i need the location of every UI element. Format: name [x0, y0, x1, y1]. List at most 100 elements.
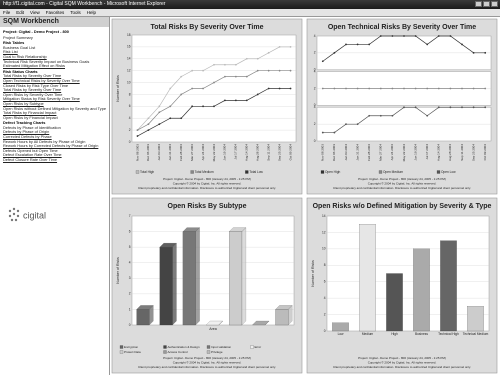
y-tick-label: 0: [314, 139, 316, 143]
point: [368, 43, 371, 46]
nav-link[interactable]: Open Risks by Financial Impact: [3, 115, 58, 120]
nav-link[interactable]: Estimated Mitigation Effect on Risks: [3, 64, 65, 69]
x-tick-label: Sep 11 2004: [266, 144, 270, 161]
x-tick-label: Low: [338, 332, 345, 336]
nav-link[interactable]: Rework Hours by All Defects by Phase of …: [3, 139, 86, 144]
point: [191, 69, 194, 72]
nav-link[interactable]: Defect Escalation Rate Over Time: [3, 153, 62, 158]
nav-link[interactable]: Open Risks by Subtype: [3, 101, 44, 106]
point: [234, 75, 237, 78]
point: [202, 69, 204, 72]
point: [169, 105, 172, 108]
x-tick-label: Oct 09 2004: [288, 144, 292, 161]
nav-link[interactable]: Goal to Risk Relationship: [3, 54, 47, 59]
point: [202, 105, 204, 108]
nav-link[interactable]: Open Technical Risks by Severity Over Ti…: [3, 78, 80, 83]
point: [180, 93, 183, 96]
footer-text: Copyright © 2004 by Cigital, Inc. All ri…: [173, 181, 242, 185]
point: [472, 106, 475, 109]
window-buttons: [475, 1, 498, 7]
x-tick-label: Jan 03 2004: [344, 144, 348, 161]
nav-link[interactable]: Total Risks by Severity Over Time: [3, 88, 62, 93]
point: [333, 131, 336, 134]
nav-link[interactable]: Total Risks by Severity Over Time: [3, 74, 62, 79]
point: [278, 69, 281, 72]
point: [321, 60, 324, 63]
menu-item[interactable]: Help: [86, 10, 97, 15]
sidebar-header: SQM Workbench: [0, 17, 109, 27]
y-tick-label: 2: [314, 51, 316, 55]
nav-link[interactable]: Open Risks without Defined Mitigation by…: [3, 106, 106, 111]
point: [368, 87, 371, 90]
x-tick-label: Dec 06 2003: [146, 144, 150, 161]
point: [267, 69, 270, 72]
point: [213, 63, 215, 66]
footer-text: Project: Cigital - Demo Project - 800 (J…: [163, 356, 251, 360]
nav-link[interactable]: Total Risks by Financial Impact: [3, 111, 57, 116]
y-axis-label: Number of Risks: [116, 257, 120, 284]
x-tick-label: Dec 06 2003: [332, 144, 336, 161]
y-tick-label: 3: [129, 276, 131, 280]
nav-link[interactable]: Technical Risk Severity Impact on Busine…: [3, 59, 90, 64]
y-tick-label: 2: [129, 292, 131, 296]
footer-text: Client proprietary and confidential info…: [138, 365, 276, 369]
point: [461, 43, 463, 46]
nav-link[interactable]: Rework Hours by Corrected Defects by Pha…: [3, 144, 99, 149]
point: [461, 87, 463, 90]
nav-link[interactable]: Open Risks by Severity Over Time: [3, 92, 63, 97]
y-axis-label: Number of Risks: [116, 75, 120, 102]
menu-item[interactable]: Tools: [70, 10, 81, 15]
point: [437, 106, 440, 109]
point: [356, 123, 359, 126]
x-axis-label: Area: [209, 327, 217, 331]
close[interactable]: [491, 1, 498, 7]
point: [289, 87, 292, 90]
x-tick-label: Feb 28 2004: [367, 144, 371, 161]
point: [256, 57, 259, 60]
point: [426, 114, 429, 117]
y-tick-label: 6: [129, 104, 131, 108]
menu-item[interactable]: View: [30, 10, 40, 15]
menu-item[interactable]: File: [3, 10, 11, 15]
nav-link[interactable]: Risk List: [3, 50, 18, 55]
bar-side: [172, 242, 177, 326]
point: [202, 87, 204, 90]
x-tick-label: Business: [415, 332, 428, 336]
point: [368, 114, 371, 117]
x-tick-label: Aug 14 2004: [437, 144, 441, 161]
x-tick-label: Jun 19 2004: [413, 144, 417, 161]
section-heading: Defect Tracking Charts: [3, 120, 46, 126]
nav-link[interactable]: Defects by Phase of Identification: [3, 125, 61, 130]
nav-link[interactable]: Closed Risks by Risk Type Over Time: [3, 83, 69, 88]
y-tick-label: 4: [314, 105, 316, 109]
footer-text: Client proprietary and confidential info…: [333, 186, 471, 190]
x-tick-label: Apr 24 2004: [201, 144, 205, 161]
y-tick-label: 6: [129, 229, 131, 233]
menu-item[interactable]: Edit: [16, 10, 25, 15]
x-tick-label: Medium: [362, 332, 374, 336]
minimize[interactable]: [475, 1, 482, 7]
point: [213, 81, 215, 84]
point: [234, 63, 237, 66]
nav-link[interactable]: Defects Opened but Open Time: [3, 148, 58, 153]
nav-link[interactable]: Corrected Defects by Phase: [3, 135, 52, 140]
maximize[interactable]: [483, 1, 490, 7]
point: [437, 87, 440, 90]
nav-link[interactable]: Business Goal List: [3, 45, 36, 50]
nav-link[interactable]: Defects by Phase of Origin: [3, 130, 50, 135]
legend-label: Input validation: [211, 345, 232, 349]
x-tick-label: Aug 28 2004: [256, 144, 260, 161]
menu-item[interactable]: Favorites: [45, 10, 65, 15]
point: [379, 114, 382, 117]
x-tick-label: Jun 19 2004: [223, 144, 227, 161]
nav-link[interactable]: Project Summary: [3, 35, 33, 40]
legend-label: Open High: [325, 170, 340, 174]
nav-link[interactable]: Defect Closure Rate Over Time: [3, 158, 58, 163]
y-tick-label: 2: [314, 122, 316, 126]
legend-label: Total Low: [249, 170, 263, 174]
nav-link[interactable]: Mitigation Status by Risk Severity Over …: [3, 97, 80, 102]
plot-area: [326, 215, 490, 332]
x-tick-label: May 22 2004: [212, 144, 216, 162]
footer-text: Project: Cigital - Demo Project - 800 (J…: [358, 356, 446, 360]
bar: [332, 322, 349, 332]
